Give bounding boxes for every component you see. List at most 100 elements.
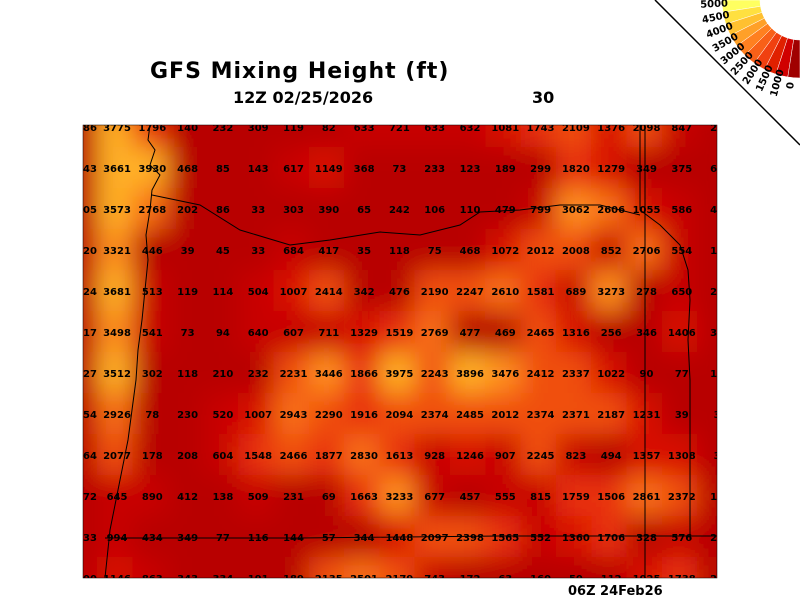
field-cell [273,475,314,519]
grid-value: 208 [177,451,198,462]
grid-value: 90 [640,369,654,380]
field-cell [132,311,173,355]
grid-value: 1329 [350,328,378,339]
grid-value: 2374 [421,410,449,421]
field-cell [591,393,632,437]
field-cell [167,147,208,191]
coastline [104,125,161,578]
field-cell [202,434,243,478]
field-cell [626,311,667,355]
field-cell [555,270,596,314]
grid-value: 645 [107,492,128,503]
grid-value: 39 [181,246,195,257]
grid-value: 1796 [138,123,166,134]
grid-value: 1506 [597,492,625,503]
grid-value: 349 [636,164,657,175]
grid-value: 1025 [633,574,661,585]
grid-value: 457 [460,492,481,503]
field-cell [626,229,667,273]
grid-value: 75 [428,246,442,257]
grid-value: 1565 [491,533,519,544]
grid-value: 417 [318,246,339,257]
plot-frame [82,124,718,579]
grid-value: 35 [357,246,371,257]
field-cell [379,352,420,396]
field-cell [238,393,279,437]
field-cell [238,270,279,314]
field-cell [591,311,632,355]
grid-value: 328 [636,533,657,544]
field-cell [697,475,717,519]
grid-value: 143 [248,164,269,175]
field-cell [273,188,314,232]
legend-wedge [787,39,800,79]
field-cell [520,125,561,150]
grid-value: 2374 [527,410,555,421]
grid-value: 1007 [280,287,308,298]
grid-value: 799 [530,205,551,216]
grid-value: 604 [212,451,233,462]
field-cell [202,147,243,191]
field-cell [273,393,314,437]
grid-value: 232 [248,369,269,380]
field-cell [555,188,596,232]
field-cell [591,434,632,478]
grid-value: 1246 [456,451,484,462]
field-cell [167,270,208,314]
field-cell [661,147,702,191]
grid-value: 823 [565,451,586,462]
field-cell [167,434,208,478]
grid-value: 1007 [244,410,272,421]
grid-value: 231 [283,492,304,503]
grid-value: 2943 [280,410,308,421]
field-cell [379,393,420,437]
grid-value: 520 [212,410,233,421]
field-cell [555,352,596,396]
grid-value: 2187 [597,410,625,421]
grid-value: 1663 [350,492,378,503]
grid-value: 29 [710,287,724,298]
field-cell [238,311,279,355]
grid-value: 242 [389,205,410,216]
grid-value: 2414 [315,287,343,298]
field-cell [414,311,455,355]
grid-value: 77 [675,369,689,380]
field-cell [414,147,455,191]
grid-value: 1448 [385,533,413,544]
grid-value: 2769 [421,328,449,339]
grid-value: 2861 [633,492,661,503]
grid-value: 477 [460,328,481,339]
field-cell [661,434,702,478]
grid-value: 64 [83,451,97,462]
grid-value: 1149 [315,164,343,175]
grid-value: 494 [601,451,622,462]
field-cell [697,557,717,578]
grid-value: 82 [322,123,336,134]
field-cell [97,229,137,273]
field-cell [555,557,596,578]
field-cell [344,147,385,191]
field [83,125,717,578]
field-cell [450,475,490,519]
grid-value: 119 [283,123,304,134]
grid-value: 50 [569,574,583,585]
grid-value: 468 [460,246,481,257]
grid-value: 3930 [138,164,166,175]
field-cell [520,434,561,478]
grid-value: 504 [248,287,269,298]
field-cell [308,311,349,355]
legend-divider [654,0,800,146]
field-cell [661,188,702,232]
field-cell [344,434,385,478]
field-cell [308,188,349,232]
grid-value: 54 [83,410,97,421]
grid-value: 118 [177,369,198,380]
grid-value: 1738 [668,574,696,585]
grid-value: 586 [671,205,692,216]
grid-value: 2135 [315,574,343,585]
field-cell [450,147,490,191]
field-cell [132,147,173,191]
grid-value: 1519 [385,328,413,339]
grid-value: 3975 [385,369,413,380]
